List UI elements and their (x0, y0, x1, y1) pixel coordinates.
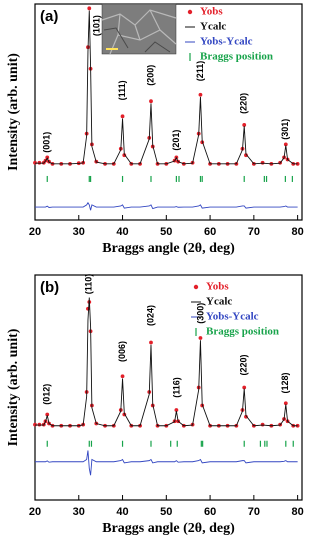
obs-point (149, 99, 153, 104)
peak-label: (220) (239, 354, 249, 375)
legend-label: Yobs-Ycalc (200, 36, 253, 48)
peak-label: (101) (92, 15, 102, 36)
sem-inset (101, 3, 177, 55)
legend-label: Yobs (200, 6, 223, 18)
obs-point (120, 374, 125, 379)
x-tick-label: 80 (291, 506, 303, 518)
x-tick-label: 40 (116, 226, 128, 238)
x-tick-label: 30 (73, 506, 85, 518)
obs-point (244, 414, 248, 419)
obs-point (283, 142, 288, 147)
figure: 20 30 40 50 60 70 80 Braggs angle (2θ, deg) Inte… (6, 3, 304, 536)
chart-panel: 20 30 40 50 60 70 80 Braggs angle (2θ, deg) Inte… (6, 274, 304, 536)
legend-label: Braggs position (200, 51, 273, 63)
peak-label: (301) (280, 119, 290, 140)
legend-label: Braggs position (206, 326, 279, 338)
y-axis-label: Intensity (arb. unit) (6, 328, 21, 446)
legend-label: Yobs (206, 281, 229, 293)
legend-label: Ycalc (206, 296, 232, 308)
peak-label: (116) (172, 377, 182, 398)
peak-label: (012) (42, 384, 52, 405)
series-line (35, 10, 298, 165)
obs-point (87, 6, 92, 11)
obs-point (198, 92, 203, 97)
x-tick-label: 20 (29, 506, 41, 518)
x-tick-label: 60 (204, 226, 216, 238)
obs-point (45, 412, 50, 417)
panel-label: (b) (40, 279, 59, 296)
peak-label: (211) (195, 61, 205, 82)
x-tick-label: 70 (248, 226, 260, 238)
peak-label: (300) (196, 303, 206, 324)
x-axis-label: Braggs angle (2θ, deg) (102, 241, 235, 256)
legend-marker (193, 284, 199, 290)
peak-label: (201) (171, 130, 181, 151)
x-tick-label: 70 (248, 506, 260, 518)
legend-label: Yobs-Ycalc (206, 311, 259, 323)
x-tick-label: 30 (73, 226, 85, 238)
legend-label: Ycalc (200, 21, 226, 33)
obs-point (174, 408, 179, 412)
peak-label: (006) (117, 341, 127, 362)
peak-label: (111) (117, 80, 127, 100)
obs-point (244, 153, 248, 158)
chart-panel: 20 30 40 50 60 70 80 Braggs angle (2θ, deg) Inte… (6, 3, 304, 256)
plot-frame (34, 274, 303, 501)
legend-marker (187, 9, 193, 15)
panel-label: (a) (40, 8, 58, 25)
peak-label: (001) (42, 132, 52, 153)
obs-point (295, 161, 300, 166)
y-axis-label: Intensity (arb. unit) (6, 53, 21, 171)
peak-label: (024) (145, 305, 155, 326)
x-tick-label: 20 (29, 226, 41, 238)
peak-label: (200) (145, 65, 155, 86)
x-tick-label: 50 (160, 506, 172, 518)
obs-point (198, 336, 203, 340)
peak-label: (128) (280, 372, 290, 393)
obs-point (120, 114, 125, 119)
obs-point (149, 340, 153, 345)
x-tick-label: 50 (160, 226, 172, 238)
obs-point (283, 401, 288, 406)
obs-point (242, 385, 247, 390)
obs-point (242, 123, 247, 127)
peak-label: (220) (239, 93, 249, 114)
series-line (35, 450, 298, 476)
x-tick-label: 40 (116, 506, 128, 518)
x-tick-label: 60 (204, 506, 216, 518)
peak-label: (110) (84, 274, 94, 295)
series-line (35, 297, 298, 427)
obs-point (45, 155, 50, 160)
obs-point (295, 423, 300, 428)
x-axis-label: Braggs angle (2θ, deg) (102, 521, 235, 536)
series-line (35, 201, 298, 211)
x-tick-label: 80 (291, 226, 303, 238)
